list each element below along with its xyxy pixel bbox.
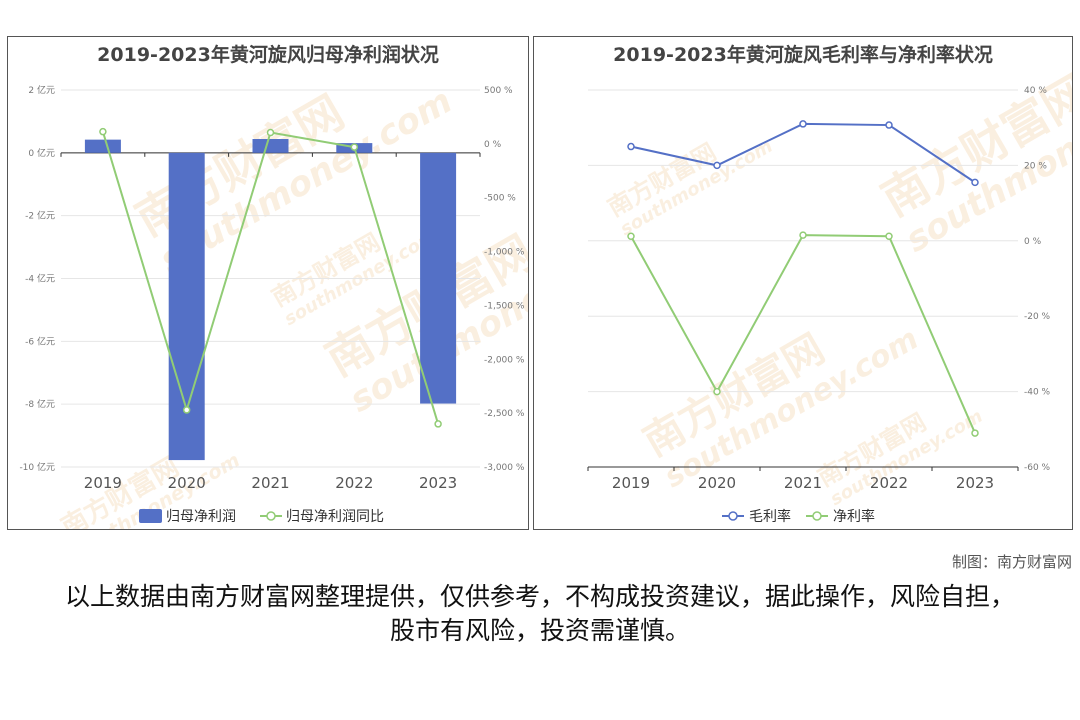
- yoy-point: [182, 406, 191, 414]
- right-axis-tick: 40 %: [1024, 86, 1047, 96]
- right-axis-tick: -1,500 %: [484, 301, 525, 311]
- chart-title: 2019-2023年黄河旋风归母净利润状况: [97, 43, 439, 66]
- margin-chart-panel: 南方财富网 southmoney.com 南方财富网 southmoney.com 南方…: [533, 36, 1073, 530]
- legend-line-marker: [728, 511, 738, 521]
- right-axis-tick: 0 %: [1024, 237, 1042, 247]
- right-axis-tick: 0 %: [484, 140, 502, 150]
- right-axis-tick: -2,000 %: [484, 355, 525, 365]
- right-axis-tick: 20 %: [1024, 161, 1047, 171]
- x-axis-label: 2021: [251, 474, 289, 492]
- right-axis-tick: -40 %: [1024, 388, 1051, 398]
- chart-title: 2019-2023年黄河旋风毛利率与净利率状况: [613, 43, 993, 66]
- right-axis-tick: -3,000 %: [484, 463, 525, 473]
- net-profit-chart: 南方财富网southmoney.com南方财富网southmoney.com南方…: [19, 43, 528, 529]
- x-axis-label: 2020: [698, 474, 736, 492]
- net-profit-chart-panel: 南方财富网 southmoney.com 南方财富网 southmoney.com 南方…: [7, 36, 529, 530]
- right-axis-tick: -20 %: [1024, 312, 1051, 322]
- right-axis-tick: 500 %: [484, 86, 513, 96]
- gross-margin-point: [627, 142, 635, 151]
- bar: [168, 152, 205, 461]
- bar: [84, 139, 121, 153]
- x-axis-label: 2023: [419, 474, 457, 492]
- left-axis-tick: -4 亿元: [25, 273, 55, 285]
- right-axis-tick: -500 %: [484, 194, 516, 204]
- left-axis-tick: 0 亿元: [28, 147, 55, 159]
- right-axis-tick: -1,000 %: [484, 248, 525, 258]
- gross-margin-point: [713, 161, 721, 170]
- x-axis-label: 2019: [84, 474, 122, 492]
- legend-bar-swatch: [139, 509, 162, 523]
- watermark-group: 南方财富网southmoney.com南方财富网southmoney.com南方…: [56, 81, 528, 529]
- left-axis-tick: -8 亿元: [25, 398, 55, 410]
- x-axis-label: 2019: [612, 474, 650, 492]
- chart-credit: 制图：南方财富网: [951, 553, 1072, 571]
- x-axis-label: 2023: [956, 474, 994, 492]
- legend-label: 毛利率: [749, 508, 791, 525]
- left-axis-tick: -10 亿元: [19, 461, 55, 473]
- right-axis-tick: -2,500 %: [484, 409, 525, 419]
- x-axis-label: 2022: [335, 474, 373, 492]
- legend-line-marker: [266, 511, 276, 521]
- net-margin-point: [799, 231, 807, 239]
- net-margin-point: [713, 387, 721, 396]
- bar: [252, 139, 289, 153]
- legend-label: 归母净利润: [166, 508, 236, 525]
- legend-label: 净利率: [833, 508, 875, 525]
- left-axis-tick: -2 亿元: [25, 210, 55, 222]
- gross-margin-point: [799, 120, 807, 128]
- watermark-group: 南方财富网southmoney.com南方财富网southmoney.com南方…: [603, 61, 1072, 510]
- left-axis-tick: -6 亿元: [25, 335, 55, 347]
- net-margin-point: [627, 232, 635, 241]
- gross-margin-point: [971, 178, 979, 187]
- yoy-point: [99, 127, 107, 136]
- x-axis-label: 2020: [168, 474, 206, 492]
- right-axis-tick: -60 %: [1024, 463, 1051, 473]
- bar: [420, 152, 457, 404]
- x-axis-label: 2021: [784, 474, 822, 492]
- yoy-point: [350, 143, 359, 151]
- gross-margin-point: [885, 121, 893, 129]
- left-axis-tick: 2 亿元: [28, 84, 55, 96]
- yoy-point: [434, 420, 442, 428]
- legend-label: 归母净利润同比: [286, 508, 384, 525]
- net-margin-point: [971, 429, 979, 437]
- net-margin-point: [885, 232, 893, 241]
- yoy-point: [266, 128, 275, 137]
- margin-chart: 南方财富网southmoney.com南方财富网southmoney.com南方…: [587, 43, 1072, 525]
- legend-line-marker: [812, 511, 822, 521]
- x-axis-label: 2022: [870, 474, 908, 492]
- disclaimer-text: 以上数据由南方财富网整理提供，仅供参考，不构成投资建议，据此操作，风险自担，股市…: [64, 582, 1015, 645]
